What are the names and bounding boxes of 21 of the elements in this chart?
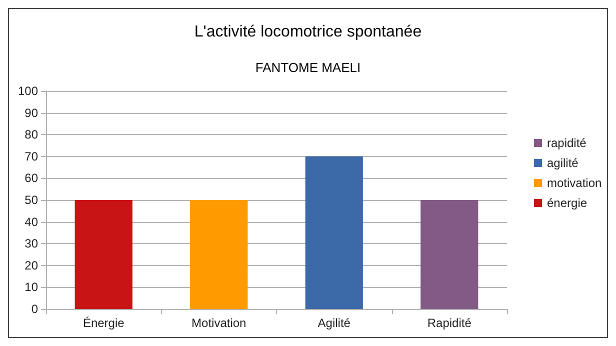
y-tick-label: 20 (24, 258, 38, 272)
chart-title: L'activité locomotrice spontanée (194, 24, 422, 40)
legend-label: motivation (547, 176, 602, 190)
legend-label: énergie (547, 196, 588, 210)
x-tick-label: Rapidité (427, 316, 472, 330)
y-tick-label: 100 (18, 84, 38, 98)
y-tick-label: 0 (31, 302, 38, 316)
y-tick-label: 70 (24, 149, 38, 164)
legend-label: agilité (547, 156, 579, 170)
y-tick-label: 40 (24, 214, 38, 229)
x-tick-label: Motivation (192, 316, 246, 330)
y-tick-label: 60 (24, 171, 38, 186)
y-tick-label: 80 (24, 128, 38, 142)
y-tick-label: 10 (24, 280, 38, 294)
legend-label: rapidité (547, 136, 587, 150)
y-tick-label: 90 (24, 106, 38, 120)
x-tick-label: Énergie (82, 316, 125, 330)
chart-subtitle: FANTOME MAELI (255, 60, 361, 75)
x-tick-label: Agilité (318, 316, 351, 330)
y-tick-label: 30 (24, 236, 38, 251)
y-tick-label: 50 (24, 193, 38, 207)
